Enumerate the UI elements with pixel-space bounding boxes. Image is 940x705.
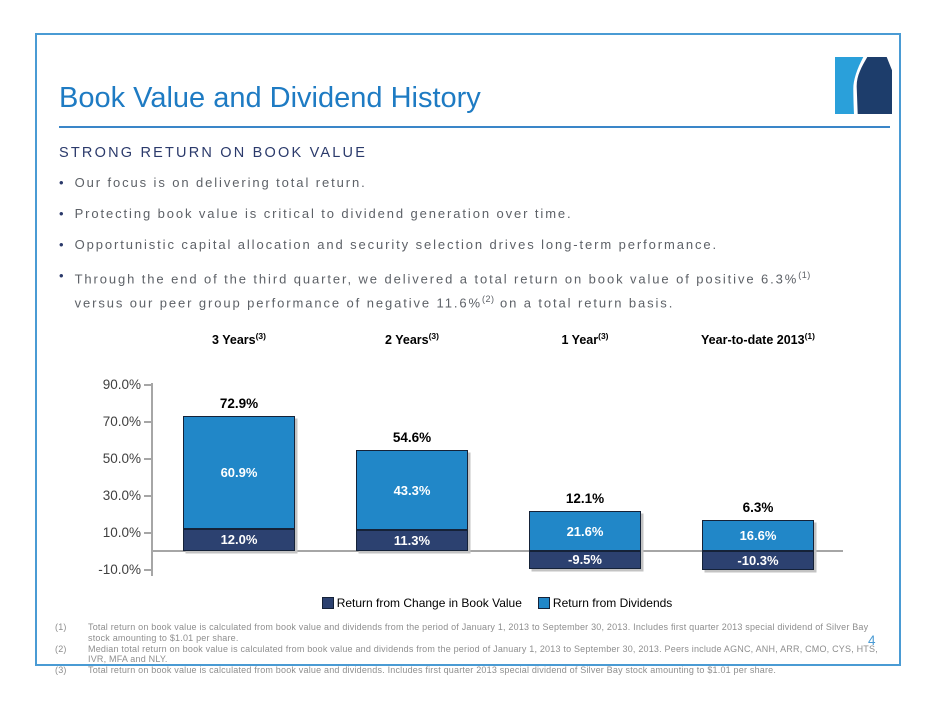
bullet-text-segment: Through the end of the third quarter, we… (74, 271, 799, 287)
bullet-dot: • (59, 206, 64, 221)
title-divider (59, 126, 890, 128)
bullet-item: • Opportunistic capital allocation and se… (59, 234, 869, 255)
legend-label: Return from Dividends (552, 596, 673, 610)
bullet-dot: • (59, 237, 64, 252)
page-title: Book Value and Dividend History (59, 82, 481, 114)
legend-label: Return from Change in Book Value (336, 596, 522, 610)
bullet-text-segment: on a total return basis. (494, 295, 675, 311)
bullet-item: • Through the end of the third quarter, w… (59, 265, 869, 314)
bullet-text: Protecting book value is critical to div… (75, 203, 850, 224)
legend-swatch (537, 597, 550, 609)
bullet-dot: • (59, 268, 64, 283)
bullet-list: • Our focus is on delivering total return… (59, 172, 869, 324)
footnote-ref: (1) (798, 270, 811, 280)
footnote-text: Median total return on book value is cal… (88, 643, 878, 665)
footnote-item: (2) Median total return on book value is … (55, 644, 885, 666)
footnote-ref: (2) (481, 294, 495, 305)
page-number: 4 (868, 633, 876, 648)
section-heading: STRONG RETURN ON BOOK VALUE (59, 145, 368, 161)
bullet-text-segment: Our focus is on delivering total return. (74, 175, 367, 190)
bullet-text-segment: Opportunistic capital allocation and sec… (74, 237, 719, 252)
bullet-dot: • (59, 175, 64, 190)
footnotes: (1) Total return on book value is calcula… (55, 622, 885, 676)
bullet-item: • Protecting book value is critical to di… (59, 203, 869, 224)
footnote-item: (1) Total return on book value is calcula… (55, 622, 885, 644)
footnote-item: (3) Total return on book value is calcula… (55, 665, 885, 676)
bullet-text: Through the end of the third quarter, we… (75, 265, 850, 314)
footnote-text: Total return on book value is calculated… (88, 665, 777, 676)
footnote-text: Total return on book value is calculated… (88, 622, 869, 643)
chart-legend: Return from Change in Book Value Return f… (151, 596, 843, 610)
bullet-text: Our focus is on delivering total return. (75, 172, 850, 193)
legend-swatch (321, 597, 334, 609)
bullet-text-segment: versus our peer group performance of neg… (74, 295, 482, 311)
slide-border (35, 33, 901, 666)
footnote-marker: (1) (55, 622, 67, 632)
legend-item: Return from Change in Book Value (321, 596, 522, 610)
bullet-text: Opportunistic capital allocation and sec… (75, 234, 850, 255)
bullet-text-segment: Protecting book value is critical to div… (74, 206, 573, 221)
footnote-marker: (2) (55, 643, 67, 654)
bullet-item: • Our focus is on delivering total return… (59, 172, 869, 193)
legend-item: Return from Dividends (537, 596, 673, 610)
footnote-marker: (3) (55, 665, 67, 676)
company-logo-icon (835, 57, 892, 114)
